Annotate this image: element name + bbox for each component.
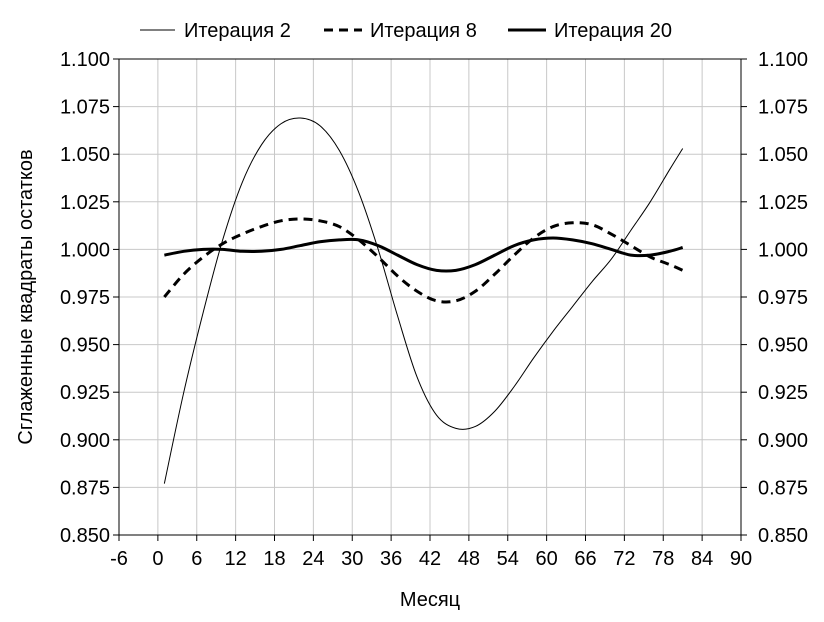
x-tick-label: 54 — [497, 548, 519, 570]
x-tick-label: 60 — [536, 548, 558, 570]
y-tick-label-right: 1.000 — [758, 239, 808, 261]
grid — [119, 59, 741, 535]
y-tick-labels-right: 0.850 0.875 0.900 0.925 0.950 0.975 1.000 1.025… — [741, 49, 808, 547]
x-tick-label: 42 — [419, 548, 441, 570]
y-tick-label-left: 0.875 — [60, 477, 110, 499]
x-tick-label: 48 — [458, 548, 480, 570]
y-tick-label-right: 0.925 — [758, 382, 808, 404]
y-tick-label-right: 0.850 — [758, 525, 808, 547]
y-tick-label-left: 1.025 — [60, 192, 110, 214]
x-tick-label: 90 — [730, 548, 752, 570]
y-axis-title: Сглаженные квадраты остатков — [15, 149, 37, 444]
y-tick-labels-left: 0.850 0.875 0.900 0.925 0.950 0.975 1.000 1.025… — [60, 49, 119, 547]
y-tick-label-left: 0.950 — [60, 335, 110, 357]
legend-label-iteration-8: Итерация 8 — [370, 20, 477, 42]
y-tick-label-left: 0.900 — [60, 430, 110, 452]
x-axis-title: Месяц — [400, 589, 460, 611]
y-tick-label-right: 0.950 — [758, 335, 808, 357]
y-tick-label-right: 1.050 — [758, 144, 808, 166]
series-line-iteration-20 — [164, 236, 684, 273]
y-tick-label-right: 1.100 — [758, 49, 808, 71]
legend-label-iteration-20: Итерация 20 — [554, 20, 672, 42]
y-tick-label-left: 0.850 — [60, 525, 110, 547]
x-tick-label: 36 — [380, 548, 402, 570]
x-tick-label: 24 — [302, 548, 324, 570]
x-tick-label: 66 — [574, 548, 596, 570]
legend-label-iteration-2: Итерация 2 — [184, 20, 291, 42]
series-lines — [163, 117, 684, 484]
legend: Итерация 2 Итерация 8 Итерация 20 — [140, 20, 672, 42]
y-tick-label-right: 0.975 — [758, 287, 808, 309]
x-tick-label: 30 — [341, 548, 363, 570]
y-tick-label-left: 1.050 — [60, 144, 110, 166]
y-tick-label-left: 1.100 — [60, 49, 110, 71]
y-tick-label-left: 1.000 — [60, 239, 110, 261]
y-tick-label-left: 0.975 — [60, 287, 110, 309]
x-tick-label: 84 — [691, 548, 713, 570]
y-tick-label-left: 0.925 — [60, 382, 110, 404]
x-tick-label: 12 — [225, 548, 247, 570]
y-tick-label-right: 1.025 — [758, 192, 808, 214]
y-tick-label-left: 1.075 — [60, 97, 110, 119]
y-tick-label-right: 0.875 — [758, 477, 808, 499]
y-tick-label-right: 1.075 — [758, 97, 808, 119]
series-line-iteration-2 — [163, 117, 684, 484]
x-tick-label: 72 — [613, 548, 635, 570]
x-tick-label: 0 — [152, 548, 163, 570]
x-tick-labels: -6 0 6 12 18 24 30 36 42 48 54 60 66 72 78 84 90 — [110, 535, 752, 570]
x-tick-label: 18 — [263, 548, 285, 570]
x-tick-label: 6 — [191, 548, 202, 570]
x-tick-label: -6 — [110, 548, 128, 570]
y-tick-label-right: 0.900 — [758, 430, 808, 452]
x-tick-label: 78 — [652, 548, 674, 570]
series-line-iteration-8 — [163, 217, 684, 304]
